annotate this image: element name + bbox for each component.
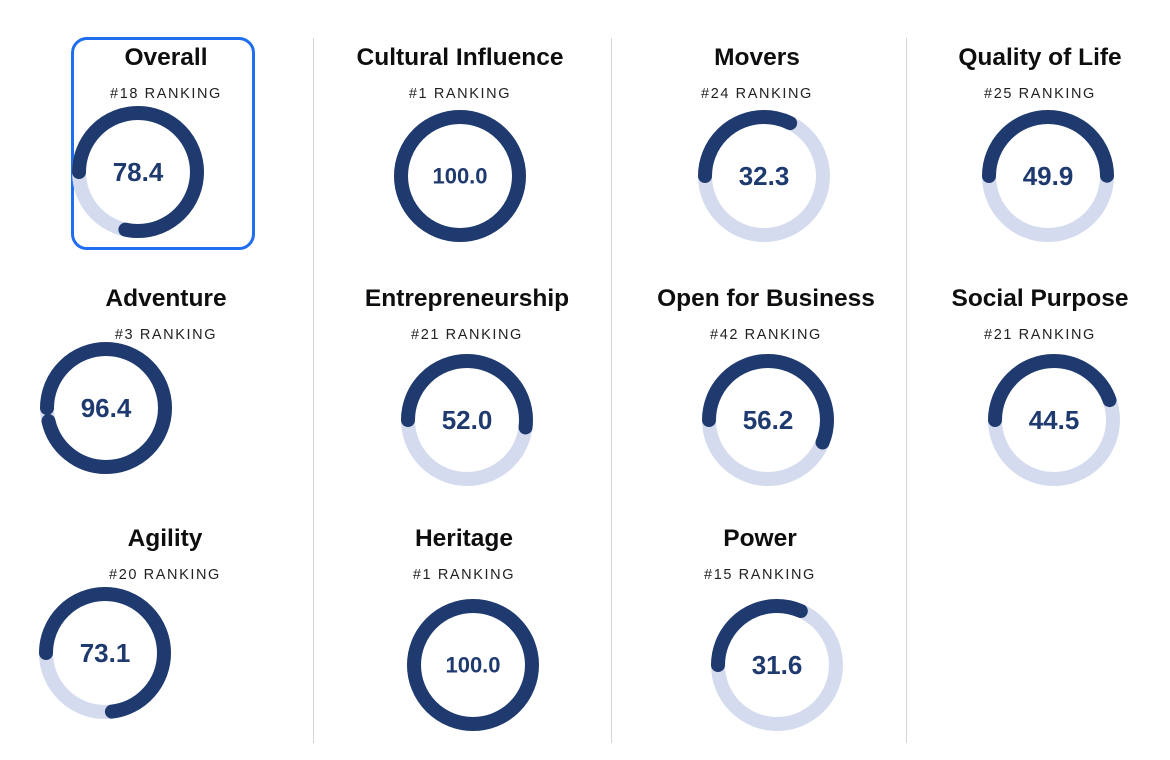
ranking-label: #3 RANKING bbox=[114, 327, 218, 343]
score-ring: 52.0 bbox=[401, 354, 533, 486]
card-title: Agility bbox=[127, 525, 203, 552]
card-title: Cultural Influence bbox=[356, 44, 564, 71]
score-ring: 49.9 bbox=[982, 110, 1114, 242]
score-ring: 32.3 bbox=[698, 110, 830, 242]
score-value: 44.5 bbox=[1029, 405, 1080, 435]
ring-progress-arc bbox=[39, 587, 171, 719]
score-value: 78.4 bbox=[113, 157, 164, 187]
score-card-movers[interactable]: Movers #24 RANKING 32.3 bbox=[627, 42, 887, 262]
card-title: Power bbox=[723, 525, 797, 552]
ranking-label: #42 RANKING bbox=[710, 327, 822, 343]
card-title: Entrepreneurship bbox=[364, 285, 570, 312]
ranking-label: #24 RANKING bbox=[701, 86, 813, 102]
score-value: 52.0 bbox=[442, 405, 493, 435]
score-card-overall[interactable]: Overall #18 RANKING 78.4 bbox=[68, 42, 264, 262]
score-value: 73.1 bbox=[80, 638, 131, 668]
score-card-adventure[interactable]: Adventure #3 RANKING 96.4 bbox=[36, 283, 296, 503]
ring-progress-arc bbox=[40, 342, 172, 474]
card-title: Overall bbox=[124, 44, 208, 71]
score-card-cultural-influence[interactable]: Cultural Influence #1 RANKING 100.0 bbox=[330, 42, 590, 262]
column-divider bbox=[611, 38, 612, 743]
score-ring: 78.4 bbox=[72, 106, 204, 238]
card-title: Heritage bbox=[414, 525, 514, 552]
ring-progress-arc bbox=[982, 110, 1114, 242]
score-value: 32.3 bbox=[739, 161, 790, 191]
ring-progress-arc bbox=[72, 106, 204, 238]
score-ring: 56.2 bbox=[702, 354, 834, 486]
ranking-label: #15 RANKING bbox=[704, 567, 816, 583]
column-divider bbox=[313, 38, 314, 743]
ranking-label: #1 RANKING bbox=[408, 86, 512, 102]
score-card-open-for-business[interactable]: Open for Business #42 RANKING 56.2 bbox=[636, 283, 896, 503]
score-ring: 100.0 bbox=[407, 599, 539, 731]
score-card-social-purpose[interactable]: Social Purpose #21 RANKING 44.5 bbox=[920, 283, 1160, 503]
ranking-label: #25 RANKING bbox=[984, 86, 1096, 102]
ring-progress-arc bbox=[711, 599, 843, 731]
score-value: 100.0 bbox=[445, 653, 500, 678]
ranking-label: #1 RANKING bbox=[412, 567, 516, 583]
score-ring: 100.0 bbox=[394, 110, 526, 242]
ranking-label: #18 RANKING bbox=[110, 86, 222, 102]
score-card-heritage[interactable]: Heritage #1 RANKING 100.0 bbox=[334, 523, 594, 743]
score-value: 96.4 bbox=[81, 393, 132, 423]
ring-progress-arc bbox=[698, 110, 830, 242]
ring-progress-arc bbox=[394, 110, 526, 242]
card-title: Open for Business bbox=[657, 285, 875, 312]
card-title: Movers bbox=[714, 44, 800, 71]
ring-progress-arc bbox=[401, 354, 533, 486]
ranking-label: #21 RANKING bbox=[984, 327, 1096, 343]
score-value: 31.6 bbox=[752, 650, 803, 680]
score-ring: 31.6 bbox=[711, 599, 843, 731]
score-ring: 73.1 bbox=[39, 587, 171, 719]
score-card-quality-of-life[interactable]: Quality of Life #25 RANKING 49.9 bbox=[920, 42, 1160, 262]
card-title: Adventure bbox=[105, 285, 227, 312]
ring-progress-arc bbox=[988, 354, 1120, 486]
card-title: Social Purpose bbox=[951, 285, 1129, 312]
column-divider bbox=[906, 38, 907, 743]
score-ring: 96.4 bbox=[40, 342, 172, 474]
score-value: 56.2 bbox=[743, 405, 794, 435]
score-ring: 44.5 bbox=[988, 354, 1120, 486]
score-value: 100.0 bbox=[432, 164, 487, 189]
ranking-label: #21 RANKING bbox=[411, 327, 523, 343]
ring-progress-arc bbox=[407, 599, 539, 731]
score-card-power[interactable]: Power #15 RANKING 31.6 bbox=[630, 523, 890, 743]
score-value: 49.9 bbox=[1023, 161, 1074, 191]
score-card-agility[interactable]: Agility #20 RANKING 73.1 bbox=[35, 523, 295, 743]
card-title: Quality of Life bbox=[958, 44, 1122, 71]
score-card-entrepreneurship[interactable]: Entrepreneurship #21 RANKING 52.0 bbox=[337, 283, 597, 503]
ring-progress-arc bbox=[702, 354, 834, 486]
ranking-label: #20 RANKING bbox=[109, 567, 221, 583]
